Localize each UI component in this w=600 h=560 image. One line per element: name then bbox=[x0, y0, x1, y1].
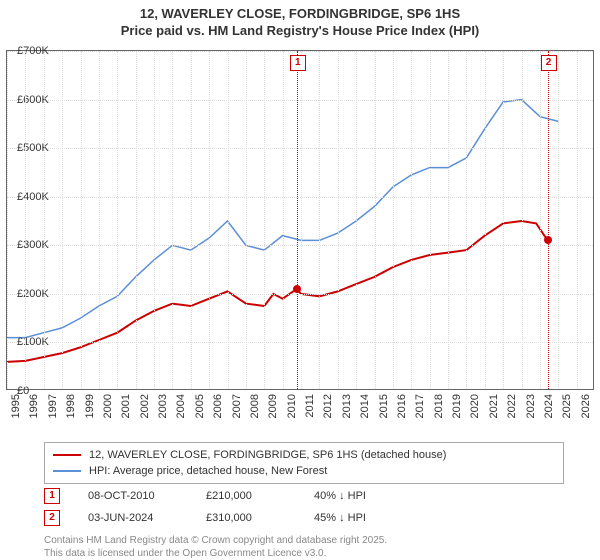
chart-title-line2: Price paid vs. HM Land Registry's House … bbox=[0, 23, 600, 38]
legend: 12, WAVERLEY CLOSE, FORDINGBRIDGE, SP6 1… bbox=[44, 442, 564, 484]
legend-swatch-property bbox=[53, 454, 81, 456]
events-table: 1 08-OCT-2010 £210,000 40% ↓ HPI 2 03-JU… bbox=[44, 488, 366, 532]
attribution-line2: This data is licensed under the Open Gov… bbox=[44, 547, 387, 560]
x-tick-label: 2026 bbox=[580, 394, 600, 418]
legend-label-hpi: HPI: Average price, detached house, New … bbox=[89, 463, 327, 479]
legend-swatch-hpi bbox=[53, 470, 81, 472]
plot-wrap: £0£100K£200K£300K£400K£500K£600K£700K12 … bbox=[0, 50, 600, 430]
event-price-1: £210,000 bbox=[206, 490, 286, 502]
event-date-2: 03-JUN-2024 bbox=[88, 512, 178, 524]
attribution: Contains HM Land Registry data © Crown c… bbox=[44, 534, 387, 560]
legend-item-hpi: HPI: Average price, detached house, New … bbox=[53, 463, 555, 479]
event-delta-2: 45% ↓ HPI bbox=[314, 512, 366, 524]
chart-title-line1: 12, WAVERLEY CLOSE, FORDINGBRIDGE, SP6 1… bbox=[0, 6, 600, 23]
marker-dot-1 bbox=[293, 285, 301, 293]
event-price-2: £310,000 bbox=[206, 512, 286, 524]
plot-area: £0£100K£200K£300K£400K£500K£600K£700K12 bbox=[6, 50, 594, 390]
event-marker-2: 2 bbox=[44, 510, 60, 526]
marker-box-1: 1 bbox=[290, 55, 306, 71]
event-date-1: 08-OCT-2010 bbox=[88, 490, 178, 502]
legend-item-property: 12, WAVERLEY CLOSE, FORDINGBRIDGE, SP6 1… bbox=[53, 447, 555, 463]
event-delta-1: 40% ↓ HPI bbox=[314, 490, 366, 502]
attribution-line1: Contains HM Land Registry data © Crown c… bbox=[44, 534, 387, 547]
marker-dot-2 bbox=[544, 236, 552, 244]
marker-box-2: 2 bbox=[541, 55, 557, 71]
event-row-2: 2 03-JUN-2024 £310,000 45% ↓ HPI bbox=[44, 510, 366, 526]
event-row-1: 1 08-OCT-2010 £210,000 40% ↓ HPI bbox=[44, 488, 366, 504]
event-marker-1: 1 bbox=[44, 488, 60, 504]
legend-label-property: 12, WAVERLEY CLOSE, FORDINGBRIDGE, SP6 1… bbox=[89, 447, 446, 463]
